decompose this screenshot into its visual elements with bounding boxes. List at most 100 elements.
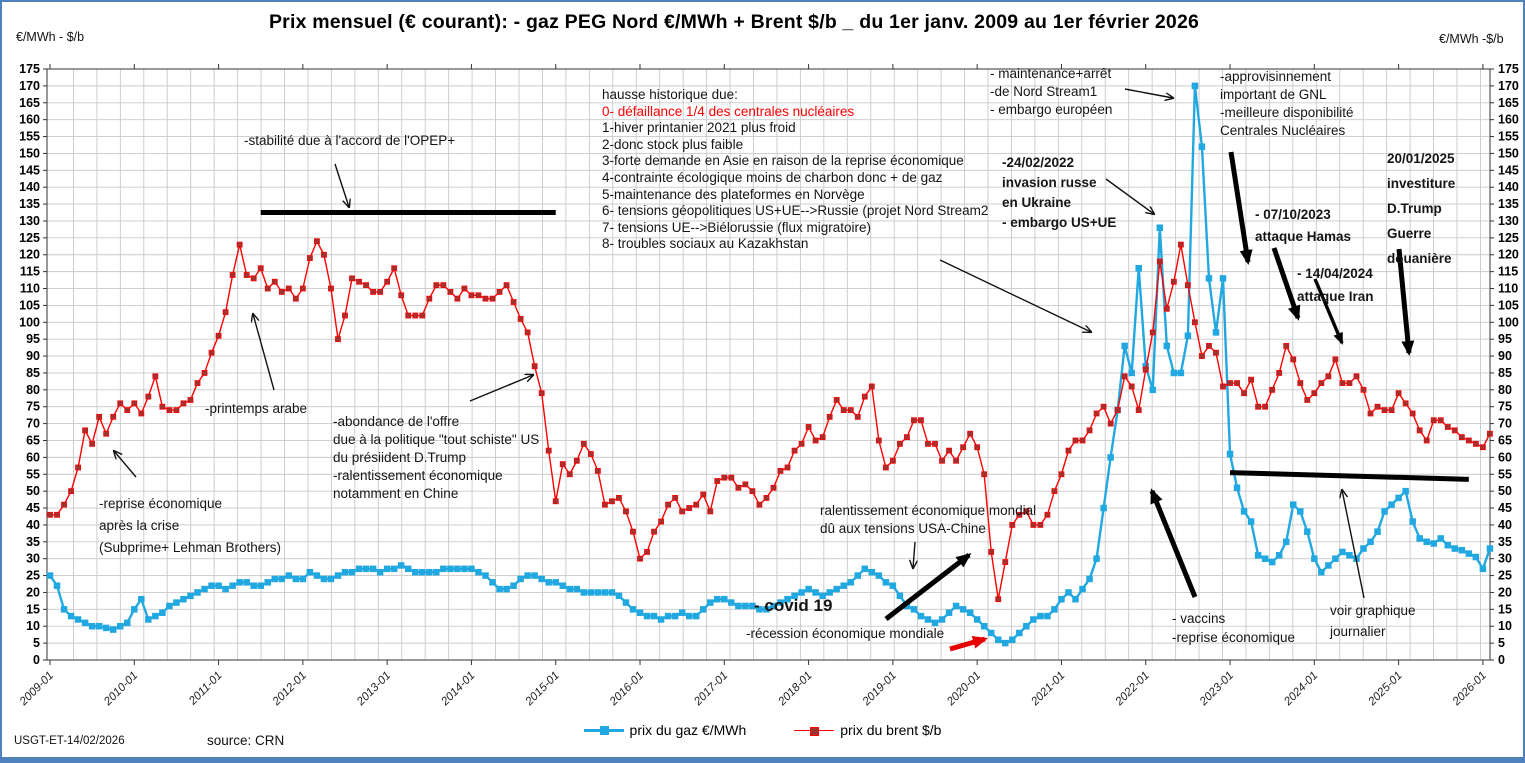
- svg-text:2012-01: 2012-01: [270, 670, 309, 709]
- svg-text:10: 10: [1498, 619, 1512, 633]
- svg-text:130: 130: [19, 214, 40, 228]
- svg-text:115: 115: [1498, 265, 1518, 279]
- svg-text:70: 70: [26, 417, 40, 431]
- svg-text:170: 170: [19, 79, 40, 93]
- svg-text:0: 0: [33, 653, 40, 667]
- footer-source: source: CRN: [207, 733, 285, 748]
- svg-text:55: 55: [1498, 467, 1512, 481]
- svg-text:2010-01: 2010-01: [101, 670, 140, 709]
- svg-text:100: 100: [1498, 315, 1519, 329]
- svg-text:2022-01: 2022-01: [1113, 670, 1152, 709]
- svg-text:30: 30: [26, 552, 40, 566]
- svg-text:125: 125: [19, 231, 40, 245]
- svg-text:5: 5: [1498, 636, 1505, 650]
- axis-unit-label-right: €/MWh -$/b: [1439, 32, 1504, 46]
- svg-text:140: 140: [1498, 180, 1519, 194]
- svg-text:30: 30: [1498, 552, 1512, 566]
- svg-text:25: 25: [1498, 569, 1512, 583]
- svg-text:145: 145: [1498, 163, 1519, 177]
- svg-text:40: 40: [1498, 518, 1512, 532]
- svg-text:115: 115: [20, 265, 40, 279]
- legend-label-gas: prix du gaz €/MWh: [629, 722, 747, 738]
- svg-text:10: 10: [26, 619, 40, 633]
- svg-text:90: 90: [26, 349, 40, 363]
- svg-text:165: 165: [1498, 96, 1519, 110]
- svg-text:60: 60: [26, 450, 40, 464]
- svg-text:45: 45: [26, 501, 40, 515]
- svg-text:120: 120: [19, 248, 40, 262]
- legend-item-gas: prix du gaz €/MWh: [583, 722, 747, 738]
- chart-title: Prix mensuel (€ courant): - gaz PEG Nord…: [268, 11, 1200, 33]
- svg-text:2025-01: 2025-01: [1366, 670, 1405, 709]
- svg-text:2018-01: 2018-01: [776, 670, 815, 709]
- svg-text:145: 145: [19, 163, 40, 177]
- brent-line-marker-icon: [794, 725, 835, 736]
- svg-text:2015-01: 2015-01: [523, 670, 562, 709]
- svg-text:120: 120: [1498, 248, 1519, 262]
- svg-text:155: 155: [1498, 130, 1519, 144]
- svg-text:175: 175: [1498, 62, 1519, 76]
- svg-text:2013-01: 2013-01: [354, 670, 393, 709]
- svg-text:2014-01: 2014-01: [439, 670, 478, 709]
- svg-text:100: 100: [19, 315, 40, 329]
- svg-text:80: 80: [1498, 383, 1512, 397]
- svg-text:105: 105: [1498, 298, 1519, 312]
- svg-text:140: 140: [19, 180, 40, 194]
- svg-text:2011-01: 2011-01: [186, 670, 224, 708]
- svg-text:2016-01: 2016-01: [607, 670, 646, 709]
- svg-text:35: 35: [1498, 535, 1512, 549]
- svg-text:35: 35: [26, 535, 40, 549]
- svg-text:135: 135: [1498, 197, 1519, 211]
- svg-text:150: 150: [1498, 146, 1519, 160]
- svg-text:130: 130: [1498, 214, 1519, 228]
- svg-text:80: 80: [26, 383, 40, 397]
- svg-text:95: 95: [26, 332, 40, 346]
- svg-text:85: 85: [26, 366, 40, 380]
- svg-text:2024-01: 2024-01: [1281, 670, 1320, 709]
- svg-text:5: 5: [33, 636, 40, 650]
- svg-text:165: 165: [19, 96, 40, 110]
- axis-unit-label-left: €/MWh - $/b: [16, 30, 85, 44]
- svg-text:2020-01: 2020-01: [944, 670, 983, 709]
- footer-stamp: USGT-ET-14/02/2026: [14, 735, 125, 747]
- svg-text:170: 170: [1498, 79, 1519, 93]
- svg-text:125: 125: [1498, 231, 1519, 245]
- svg-text:50: 50: [26, 484, 40, 498]
- svg-text:15: 15: [1498, 602, 1512, 616]
- svg-text:160: 160: [19, 113, 40, 127]
- svg-text:150: 150: [19, 146, 40, 160]
- svg-text:2009-01: 2009-01: [17, 670, 56, 709]
- svg-text:160: 160: [1498, 113, 1519, 127]
- svg-text:2023-01: 2023-01: [1197, 670, 1236, 709]
- svg-text:175: 175: [19, 62, 40, 76]
- svg-text:20: 20: [26, 585, 40, 599]
- svg-text:65: 65: [1498, 433, 1512, 447]
- svg-text:55: 55: [26, 467, 40, 481]
- legend-item-brent: prix du brent $/b: [794, 722, 941, 738]
- svg-text:60: 60: [1498, 450, 1512, 464]
- svg-text:110: 110: [1498, 282, 1518, 296]
- svg-text:2021-01: 2021-01: [1029, 670, 1068, 709]
- svg-text:75: 75: [1498, 400, 1512, 414]
- svg-text:75: 75: [26, 400, 40, 414]
- svg-text:2026-01: 2026-01: [1450, 670, 1489, 709]
- svg-text:2017-01: 2017-01: [691, 670, 730, 709]
- svg-text:20: 20: [1498, 585, 1512, 599]
- svg-text:40: 40: [26, 518, 40, 532]
- svg-text:2019-01: 2019-01: [860, 670, 899, 709]
- gas-line-marker-icon: [583, 725, 624, 736]
- svg-text:50: 50: [1498, 484, 1512, 498]
- svg-text:155: 155: [19, 130, 40, 144]
- chart-legend: prix du gaz €/MWh prix du brent $/b: [2, 722, 1523, 738]
- svg-text:135: 135: [19, 197, 40, 211]
- svg-text:0: 0: [1498, 653, 1505, 667]
- svg-text:90: 90: [1498, 349, 1512, 363]
- svg-text:65: 65: [26, 433, 40, 447]
- svg-text:70: 70: [1498, 417, 1512, 431]
- svg-text:45: 45: [1498, 501, 1512, 515]
- legend-label-brent: prix du brent $/b: [840, 722, 942, 738]
- svg-text:15: 15: [26, 602, 40, 616]
- svg-text:110: 110: [20, 282, 40, 296]
